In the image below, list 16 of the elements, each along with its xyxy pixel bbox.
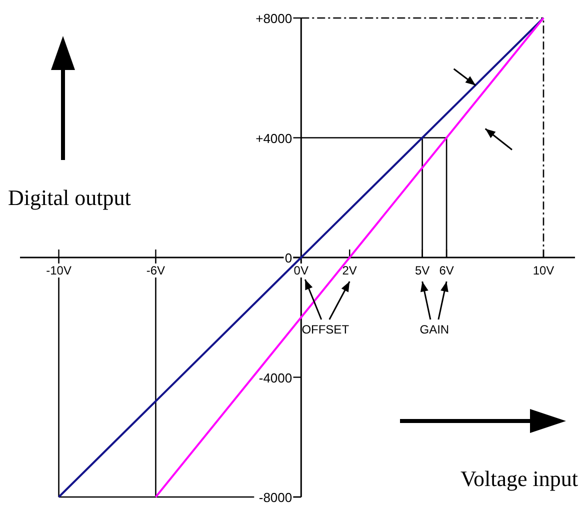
- x-tick-label: -10V: [46, 264, 72, 278]
- x-tick-label: 0V: [294, 264, 308, 278]
- annotation: OFFSET: [302, 322, 350, 336]
- annotation: GAIN: [420, 322, 450, 336]
- y-tick-label: -4000: [258, 370, 292, 386]
- y-tick-label: +4000: [256, 130, 292, 146]
- x-tick-label: 5V: [414, 264, 430, 278]
- y-tick-label: -8000: [258, 490, 292, 505]
- x-tick-label: 2V: [342, 264, 357, 278]
- x-tick-label: 6V: [439, 264, 454, 278]
- x-tick-label: 10V: [532, 264, 554, 278]
- y-tick-label: +8000: [256, 11, 292, 26]
- x-axis-title: Voltage input: [460, 466, 578, 491]
- x-tick-label: -6V: [146, 264, 166, 278]
- y-axis-title: Digital output: [8, 185, 131, 210]
- y-tick-label: 0: [284, 250, 292, 266]
